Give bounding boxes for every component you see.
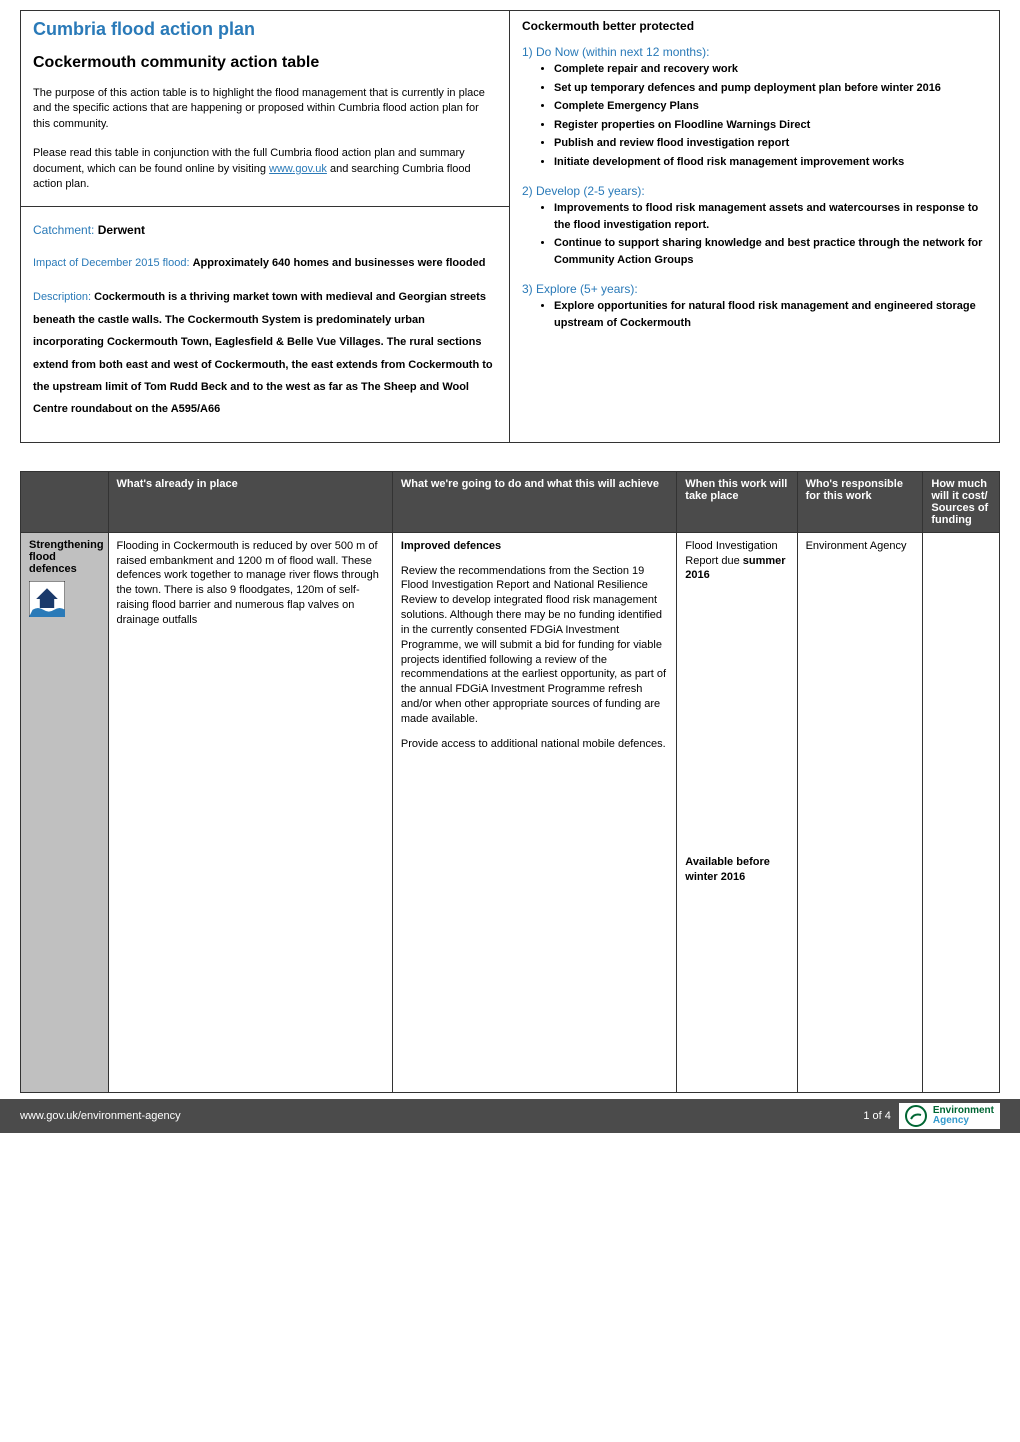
achieve-title: Improved defences — [401, 539, 668, 554]
environment-agency-logo: Environment Agency — [899, 1103, 1000, 1129]
description-label: Description: — [33, 291, 94, 303]
catchment-value: Derwent — [98, 223, 145, 237]
catchment-line: Catchment: Derwent — [33, 207, 497, 239]
phase2-bullet: Continue to support sharing knowledge an… — [554, 235, 987, 268]
ea-logo-circle-icon — [905, 1105, 927, 1127]
phase1-bullet: Register properties on Floodline Warning… — [554, 117, 987, 134]
right-column: Cockermouth better protected 1) Do Now (… — [510, 11, 999, 442]
action-plan-header-box: Cumbria flood action plan Cockermouth co… — [20, 10, 1000, 443]
description-value: Cockermouth is a thriving market town wi… — [33, 291, 493, 415]
phase1-bullet: Complete repair and recovery work — [554, 61, 987, 78]
when-bottom-text: Available before winter 2016 — [685, 856, 770, 883]
when-cell: Flood Investigation Report due summer 20… — [677, 532, 797, 1092]
who-cell: Environment Agency — [797, 532, 923, 1092]
phase1-bullet-list: Complete repair and recovery work Set up… — [522, 61, 987, 170]
category-label: Strengthening flood defences — [29, 539, 100, 575]
impact-value: Approximately 640 homes and businesses w… — [193, 257, 486, 269]
th-when: When this work will take place — [677, 471, 797, 532]
footer-url: www.gov.uk/environment-agency — [20, 1110, 181, 1122]
phase2-label: Develop (2-5 years): — [536, 184, 645, 198]
phase1-label: Do Now (within next 12 months): — [536, 45, 709, 59]
phase1-number: 1) — [522, 45, 536, 59]
phase3-label: Explore (5+ years): — [536, 282, 638, 296]
phase3-number: 3) — [522, 282, 536, 296]
th-already: What's already in place — [108, 471, 392, 532]
protected-heading: Cockermouth better protected — [522, 19, 987, 33]
phase1-bullet: Complete Emergency Plans — [554, 98, 987, 115]
phase1-bullet: Publish and review flood investigation r… — [554, 135, 987, 152]
govuk-link[interactable]: www.gov.uk — [269, 163, 327, 175]
action-table: What's already in place What we're going… — [20, 471, 1000, 1093]
catchment-label: Catchment: — [33, 209, 98, 237]
left-column: Cumbria flood action plan Cockermouth co… — [21, 11, 510, 442]
table-header-row: What's already in place What we're going… — [21, 471, 1000, 532]
th-who: Who's responsible for this work — [797, 471, 923, 532]
community-table-heading: Cockermouth community action table — [33, 54, 497, 72]
achieve-cell: Improved defences Review the recommendat… — [392, 532, 676, 1092]
who-text: Environment Agency — [806, 539, 915, 554]
when-bottom: Available before winter 2016 — [685, 855, 788, 885]
ea-logo-line2: Agency — [933, 1116, 994, 1126]
phase1-bullet: Initiate development of flood risk manag… — [554, 154, 987, 171]
achieve-para-1: Review the recommendations from the Sect… — [401, 564, 668, 727]
phase-explore: 3) Explore (5+ years): Explore opportuni… — [522, 280, 987, 331]
already-cell: Flooding in Cockermouth is reduced by ov… — [108, 532, 392, 1092]
achieve-para-2: Provide access to additional national mo… — [401, 737, 668, 752]
th-category — [21, 471, 109, 532]
phase3-bullet: Explore opportunities for natural flood … — [554, 298, 987, 331]
plan-title: Cumbria flood action plan — [33, 19, 497, 40]
description-line: Description: Cockermouth is a thriving m… — [33, 285, 497, 419]
th-achieve: What we're going to do and what this wil… — [392, 471, 676, 532]
phase-do-now: 1) Do Now (within next 12 months): Compl… — [522, 43, 987, 170]
ea-logo-text: Environment Agency — [933, 1106, 994, 1126]
phase1-bullet: Set up temporary defences and pump deplo… — [554, 80, 987, 97]
phase3-bullet-list: Explore opportunities for natural flood … — [522, 298, 987, 331]
table-row: Strengthening flood defences Flooding in… — [21, 532, 1000, 1092]
when-top: Flood Investigation Report due summer 20… — [685, 539, 788, 584]
intro-para-1: The purpose of this action table is to h… — [33, 86, 497, 132]
page-footer: www.gov.uk/environment-agency 1 of 4 Env… — [0, 1099, 1020, 1133]
impact-label: Impact of December 2015 flood: — [33, 257, 193, 269]
category-cell: Strengthening flood defences — [21, 532, 109, 1092]
phase2-number: 2) — [522, 184, 536, 198]
house-flood-icon — [29, 581, 65, 617]
phase2-bullet-list: Improvements to flood risk management as… — [522, 200, 987, 268]
page-number: 1 of 4 — [863, 1110, 891, 1122]
cost-cell — [923, 532, 1000, 1092]
intro-para-2: Please read this table in conjunction wi… — [33, 146, 497, 192]
phase2-bullet: Improvements to flood risk management as… — [554, 200, 987, 233]
footer-right: 1 of 4 Environment Agency — [863, 1103, 1000, 1129]
th-cost: How much will it cost/ Sources of fundin… — [923, 471, 1000, 532]
impact-line: Impact of December 2015 flood: Approxima… — [33, 253, 497, 271]
already-text: Flooding in Cockermouth is reduced by ov… — [117, 539, 384, 628]
phase-develop: 2) Develop (2-5 years): Improvements to … — [522, 182, 987, 268]
